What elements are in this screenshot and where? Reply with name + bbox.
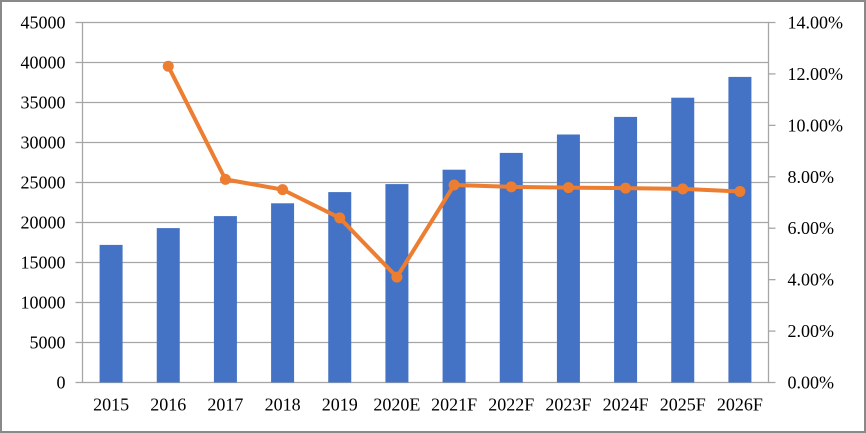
x-axis-label-2022f: 2022F	[488, 395, 534, 415]
x-axis-label-2020e: 2020E	[373, 395, 420, 415]
bar-2026f	[728, 76, 752, 383]
line-marker-2026f	[734, 185, 746, 197]
left-axis-tick-label: 0	[57, 373, 66, 393]
bar-2015	[99, 244, 123, 383]
right-axis-tick-label: 4.00%	[788, 270, 835, 290]
right-axis-tick-label: 8.00%	[788, 167, 835, 187]
x-axis-label-2017: 2017	[207, 395, 243, 415]
bar-2020e	[385, 184, 409, 383]
bar-2019	[328, 192, 352, 383]
bar-2025f	[671, 97, 695, 383]
x-axis-label-2023f: 2023F	[545, 395, 591, 415]
bar-2022f	[499, 152, 523, 383]
left-axis-tick-label: 30000	[21, 133, 66, 153]
x-axis-label-2019: 2019	[322, 395, 358, 415]
line-marker-2023f	[562, 182, 574, 194]
x-axis-label-2018: 2018	[265, 395, 301, 415]
x-axis-label-2021f: 2021F	[431, 395, 477, 415]
bar-2016	[156, 228, 180, 383]
x-axis-label-2026f: 2026F	[717, 395, 763, 415]
line-marker-2022f	[505, 181, 517, 193]
line-marker-2024f	[620, 182, 632, 194]
x-axis-label-2025f: 2025F	[660, 395, 706, 415]
left-axis-tick-label: 15000	[21, 253, 66, 273]
line-marker-2018	[277, 184, 289, 196]
x-axis-label-2016: 2016	[150, 395, 186, 415]
left-axis-tick-label: 35000	[21, 93, 66, 113]
right-axis-tick-label: 0.00%	[788, 373, 835, 393]
x-axis-label-2015: 2015	[93, 395, 129, 415]
right-axis-tick-label: 2.00%	[788, 321, 835, 341]
left-axis-tick-label: 5000	[30, 333, 66, 353]
left-axis-tick-label: 25000	[21, 173, 66, 193]
line-marker-2021f	[448, 179, 460, 191]
bar-2018	[271, 203, 295, 383]
bar-2023f	[556, 134, 580, 383]
plot-area-border	[81, 21, 770, 384]
left-axis-tick-label: 20000	[21, 213, 66, 233]
bar-2024f	[614, 116, 638, 383]
bar-2021f	[442, 169, 466, 383]
right-axis-tick-label: 10.00%	[788, 115, 844, 135]
x-axis-label-2024f: 2024F	[603, 395, 649, 415]
left-axis-tick-label: 45000	[21, 13, 66, 33]
right-axis-tick-label: 6.00%	[788, 218, 835, 238]
right-axis-tick-label: 14.00%	[788, 13, 844, 33]
left-axis-tick-label: 40000	[21, 53, 66, 73]
line-marker-2017	[219, 173, 231, 185]
line-marker-2016	[162, 60, 174, 72]
line-marker-2020e	[391, 271, 403, 283]
line-marker-2025f	[677, 183, 689, 195]
left-axis-tick-label: 10000	[21, 293, 66, 313]
right-axis-tick-label: 12.00%	[788, 64, 844, 84]
bar-2017	[213, 216, 237, 383]
line-marker-2019	[334, 212, 346, 224]
